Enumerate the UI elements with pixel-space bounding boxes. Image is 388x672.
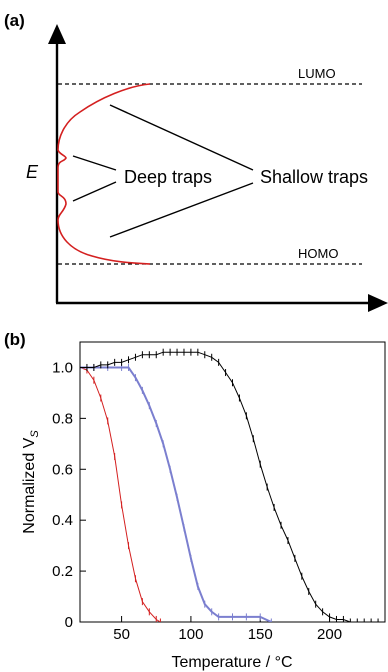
deep-trap-pointer-lower	[72, 181, 117, 202]
x-axis-label: Temperature / °C	[171, 654, 292, 671]
y-tick-label: 1.0	[52, 359, 73, 376]
y-tick-label: 0.8	[52, 410, 73, 427]
x-tick-label: 200	[317, 626, 342, 643]
panel-b: (b) 50 100 150 200 0 0.2 0.4 0.6 0.8 1.0 Normaliz…	[4, 330, 386, 671]
y-tick-label: 0.4	[52, 512, 73, 529]
x-tick-label: 50	[113, 626, 130, 643]
x-tick-label: 100	[178, 626, 203, 643]
y-tick-label: 0	[65, 614, 73, 631]
x-tick-label: 150	[248, 626, 273, 643]
shallow-trap-pointer-upper	[109, 104, 254, 171]
series-line-3	[80, 351, 385, 622]
panel-a-y-arrowhead	[48, 24, 66, 44]
homo-label: HOMO	[298, 246, 338, 261]
shallow-traps-label: Shallow traps	[260, 167, 368, 187]
panel-a-label: (a)	[4, 11, 25, 30]
panel-a: (a) E LUMO HOMO Deep traps Shallow traps	[4, 11, 388, 312]
series-group	[80, 348, 385, 622]
axis-ticks: 50 100 150 200 0 0.2 0.4 0.6 0.8 1.0	[52, 359, 342, 643]
trap-density-curve	[57, 83, 151, 265]
energy-axis-label: E	[26, 162, 39, 182]
deep-trap-pointer-upper	[72, 155, 117, 171]
panel-a-x-arrowhead	[368, 294, 388, 312]
shallow-trap-pointer-lower	[109, 182, 254, 238]
series-line-2	[80, 366, 272, 622]
plot-frame	[79, 341, 386, 623]
lumo-label: LUMO	[298, 66, 336, 81]
y-axis-label: Normalized VS	[21, 430, 41, 534]
deep-traps-label: Deep traps	[124, 167, 212, 187]
panel-b-label: (b)	[4, 330, 26, 349]
y-tick-label: 0.2	[52, 563, 73, 580]
y-tick-label: 0.6	[52, 461, 73, 478]
